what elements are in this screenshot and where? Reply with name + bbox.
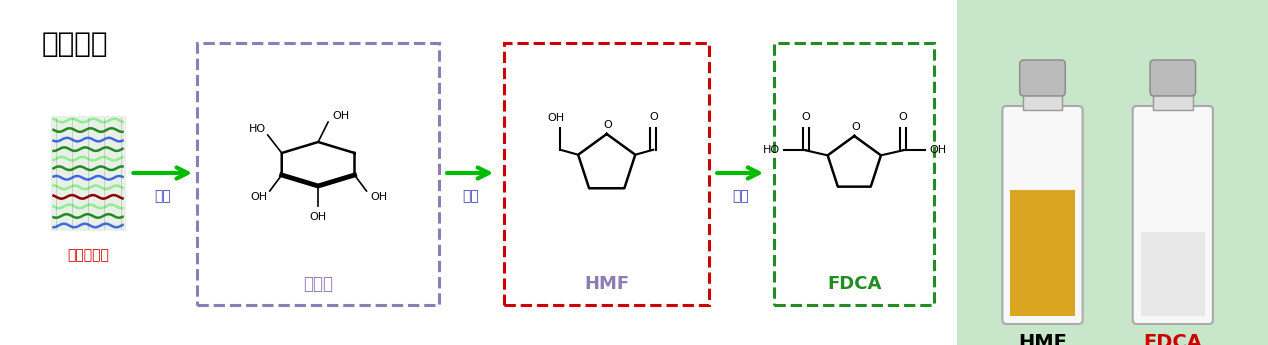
- Text: O: O: [899, 112, 908, 122]
- Text: 水解: 水解: [155, 189, 171, 203]
- FancyBboxPatch shape: [197, 43, 439, 305]
- FancyBboxPatch shape: [505, 43, 709, 305]
- Text: O: O: [649, 112, 658, 122]
- Text: OH: OH: [332, 111, 349, 121]
- FancyBboxPatch shape: [51, 116, 126, 230]
- Text: 技术路线: 技术路线: [42, 30, 109, 58]
- Text: OH: OH: [251, 192, 268, 202]
- Bar: [1011, 190, 1074, 316]
- Text: O: O: [604, 120, 612, 130]
- Text: HO: HO: [249, 124, 266, 134]
- Bar: [1141, 232, 1205, 316]
- Text: 木质纤维素: 木质纤维素: [67, 248, 109, 263]
- Text: FDCA: FDCA: [1144, 333, 1202, 345]
- Text: FDCA: FDCA: [827, 275, 881, 293]
- Text: HMF: HMF: [1018, 333, 1066, 345]
- Bar: [1023, 92, 1063, 110]
- FancyBboxPatch shape: [1019, 60, 1065, 96]
- Text: OH: OH: [929, 145, 946, 155]
- Text: 葡萄糖: 葡萄糖: [303, 275, 333, 293]
- Text: OH: OH: [309, 212, 327, 222]
- Text: HMF: HMF: [585, 275, 629, 293]
- Text: 氧化: 氧化: [732, 189, 748, 203]
- Text: OH: OH: [548, 113, 564, 123]
- Text: HO: HO: [762, 145, 780, 155]
- Text: 脱水: 脱水: [462, 189, 478, 203]
- Text: O: O: [801, 112, 810, 122]
- FancyBboxPatch shape: [1132, 106, 1213, 324]
- FancyBboxPatch shape: [1150, 60, 1196, 96]
- Text: O: O: [851, 122, 860, 132]
- Bar: [1153, 92, 1193, 110]
- Text: OH: OH: [370, 192, 388, 202]
- FancyBboxPatch shape: [0, 0, 961, 345]
- FancyBboxPatch shape: [1003, 106, 1083, 324]
- FancyBboxPatch shape: [775, 43, 935, 305]
